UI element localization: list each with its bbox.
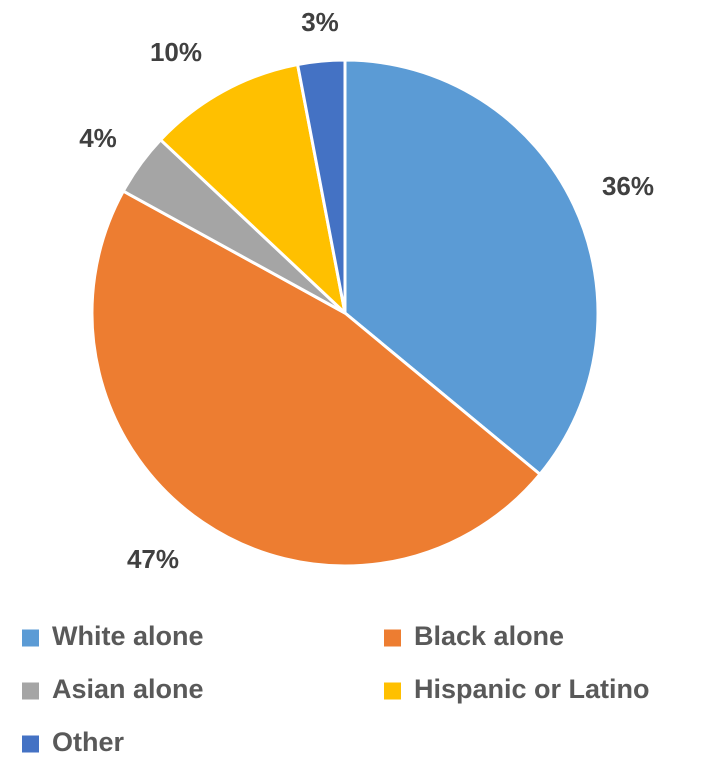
legend-label-black-alone: Black alone (414, 621, 564, 651)
pie-slice-hispanic-or-latino (159, 62, 347, 315)
legend-swatch-other (22, 735, 39, 753)
legend-item-black-alone: Black alone (384, 621, 564, 651)
legend-label-hispanic-or-latino: Hispanic or Latino (414, 674, 650, 704)
legend: White alone Black alone Asian alone Hispani… (22, 621, 650, 757)
pie-slice-black-alone (90, 189, 542, 568)
legend-item-asian-alone: Asian alone (22, 674, 204, 704)
legend-item-white-alone: White alone (22, 621, 204, 651)
data-label-hispanic-or-latino: 10% (150, 37, 202, 67)
legend-swatch-black-alone (384, 629, 401, 647)
data-labels: 36% 47% 4% 10% 3% (79, 7, 654, 574)
data-label-other: 3% (301, 7, 339, 37)
legend-swatch-asian-alone (22, 682, 39, 700)
legend-item-other: Other (22, 727, 125, 757)
data-label-asian-alone: 4% (79, 123, 117, 153)
pie-slice-white-alone (343, 58, 600, 476)
data-label-white-alone: 36% (602, 171, 654, 201)
legend-item-hispanic-or-latino: Hispanic or Latino (384, 674, 650, 704)
data-label-black-alone: 47% (127, 544, 179, 574)
legend-label-white-alone: White alone (52, 621, 204, 651)
legend-label-other: Other (52, 727, 125, 757)
pie-slice-other (296, 58, 347, 315)
legend-swatch-white-alone (22, 629, 39, 647)
legend-swatch-hispanic-or-latino (384, 682, 401, 700)
pie-slices (90, 58, 600, 568)
legend-label-asian-alone: Asian alone (52, 674, 204, 704)
